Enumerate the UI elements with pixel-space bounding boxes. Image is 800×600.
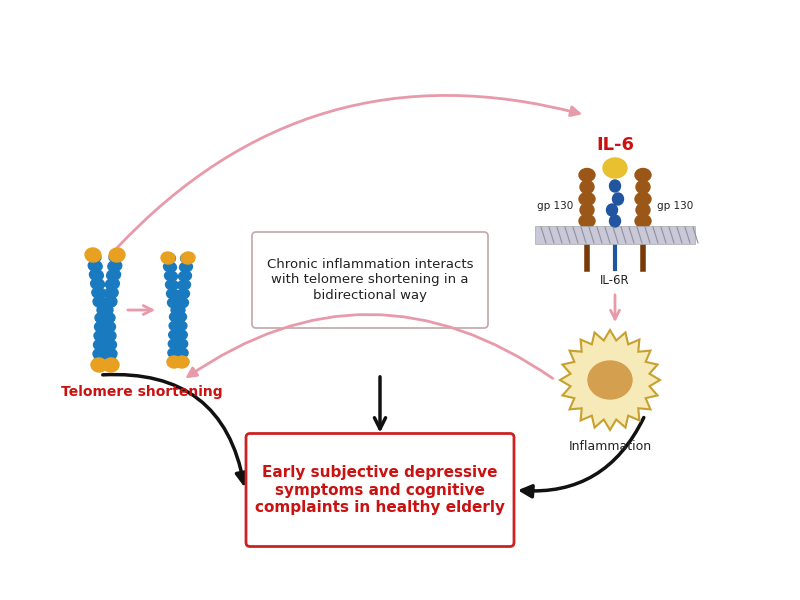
Ellipse shape bbox=[169, 330, 182, 340]
Ellipse shape bbox=[175, 298, 189, 308]
Text: Inflammation: Inflammation bbox=[569, 440, 651, 453]
Ellipse shape bbox=[102, 340, 117, 350]
FancyArrowPatch shape bbox=[188, 314, 553, 379]
Ellipse shape bbox=[603, 158, 627, 178]
Ellipse shape bbox=[93, 349, 107, 359]
Ellipse shape bbox=[636, 181, 650, 193]
Ellipse shape bbox=[181, 253, 194, 263]
Ellipse shape bbox=[579, 169, 595, 181]
Ellipse shape bbox=[175, 356, 189, 368]
Ellipse shape bbox=[102, 331, 116, 341]
Ellipse shape bbox=[174, 312, 186, 322]
Ellipse shape bbox=[87, 251, 101, 263]
Ellipse shape bbox=[181, 252, 195, 264]
Ellipse shape bbox=[103, 296, 117, 308]
Ellipse shape bbox=[167, 356, 181, 368]
Ellipse shape bbox=[168, 348, 181, 358]
Ellipse shape bbox=[165, 271, 178, 281]
Ellipse shape bbox=[90, 278, 105, 290]
Ellipse shape bbox=[169, 321, 182, 331]
Ellipse shape bbox=[109, 248, 125, 262]
Ellipse shape bbox=[106, 269, 121, 281]
Ellipse shape bbox=[95, 313, 109, 323]
Ellipse shape bbox=[93, 296, 107, 308]
Ellipse shape bbox=[170, 312, 182, 322]
Text: gp 130: gp 130 bbox=[657, 201, 693, 211]
Ellipse shape bbox=[174, 339, 188, 349]
Ellipse shape bbox=[103, 349, 117, 359]
Ellipse shape bbox=[178, 280, 190, 290]
Ellipse shape bbox=[636, 203, 650, 217]
Ellipse shape bbox=[168, 339, 182, 349]
Ellipse shape bbox=[179, 262, 193, 272]
Ellipse shape bbox=[174, 330, 187, 340]
FancyBboxPatch shape bbox=[252, 232, 488, 328]
Text: Telomere shortening: Telomere shortening bbox=[61, 385, 222, 399]
Ellipse shape bbox=[580, 181, 594, 193]
Ellipse shape bbox=[161, 252, 175, 264]
Ellipse shape bbox=[588, 361, 632, 399]
Ellipse shape bbox=[106, 278, 119, 290]
Ellipse shape bbox=[635, 169, 651, 181]
Ellipse shape bbox=[175, 348, 188, 358]
Ellipse shape bbox=[610, 215, 621, 227]
Ellipse shape bbox=[102, 322, 115, 332]
Ellipse shape bbox=[166, 289, 179, 299]
FancyArrowPatch shape bbox=[102, 374, 247, 484]
Ellipse shape bbox=[174, 321, 187, 331]
Ellipse shape bbox=[579, 193, 595, 205]
Ellipse shape bbox=[580, 203, 594, 217]
FancyBboxPatch shape bbox=[535, 226, 695, 244]
Ellipse shape bbox=[163, 262, 177, 272]
Ellipse shape bbox=[94, 340, 107, 350]
Ellipse shape bbox=[104, 287, 118, 299]
Ellipse shape bbox=[94, 331, 108, 341]
Ellipse shape bbox=[610, 180, 621, 192]
Ellipse shape bbox=[94, 322, 109, 332]
Ellipse shape bbox=[109, 251, 123, 263]
Ellipse shape bbox=[606, 204, 618, 216]
Ellipse shape bbox=[178, 271, 191, 281]
Ellipse shape bbox=[167, 357, 181, 367]
Ellipse shape bbox=[175, 357, 189, 367]
Polygon shape bbox=[560, 330, 660, 430]
Ellipse shape bbox=[635, 193, 651, 205]
Text: Chronic inflammation interacts
with telomere shortening in a
bidirectional way: Chronic inflammation interacts with telo… bbox=[266, 259, 474, 301]
Ellipse shape bbox=[90, 269, 103, 281]
FancyArrowPatch shape bbox=[522, 418, 644, 497]
Ellipse shape bbox=[162, 253, 175, 263]
Ellipse shape bbox=[92, 287, 106, 299]
Ellipse shape bbox=[579, 214, 595, 227]
Text: gp 130: gp 130 bbox=[537, 201, 573, 211]
Ellipse shape bbox=[167, 298, 181, 308]
Ellipse shape bbox=[635, 214, 651, 227]
Ellipse shape bbox=[88, 260, 102, 272]
Ellipse shape bbox=[103, 358, 118, 368]
Ellipse shape bbox=[177, 289, 190, 299]
FancyBboxPatch shape bbox=[246, 433, 514, 547]
Ellipse shape bbox=[93, 358, 106, 368]
Ellipse shape bbox=[101, 313, 115, 323]
Ellipse shape bbox=[97, 304, 113, 316]
Ellipse shape bbox=[171, 305, 185, 315]
Text: Early subjective depressive
symptoms and cognitive
complaints in healthy elderly: Early subjective depressive symptoms and… bbox=[255, 465, 505, 515]
Ellipse shape bbox=[103, 358, 119, 372]
Ellipse shape bbox=[85, 248, 101, 262]
Ellipse shape bbox=[166, 280, 178, 290]
Text: IL-6: IL-6 bbox=[596, 136, 634, 154]
FancyArrowPatch shape bbox=[117, 95, 579, 248]
Text: IL-6R: IL-6R bbox=[600, 274, 630, 287]
Ellipse shape bbox=[613, 193, 623, 205]
Ellipse shape bbox=[91, 358, 107, 372]
Ellipse shape bbox=[108, 260, 122, 272]
